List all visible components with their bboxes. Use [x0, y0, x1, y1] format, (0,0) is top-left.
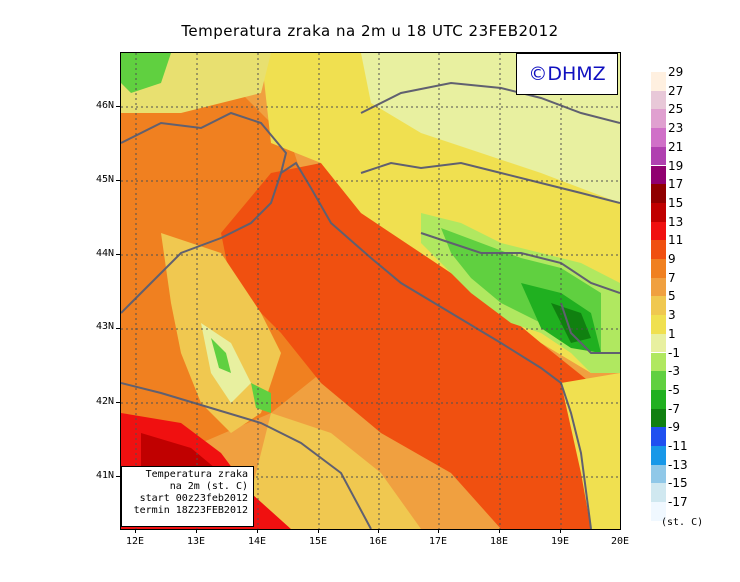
legend-swatch: [651, 90, 666, 110]
lon-tick: [438, 529, 439, 533]
legend-label: 3: [668, 308, 676, 323]
legend-label: -1: [668, 345, 680, 360]
legend-swatch: [651, 128, 666, 147]
legend-swatch: [651, 277, 666, 297]
legend-swatch: [651, 352, 666, 372]
legend-swatch: [651, 72, 666, 91]
lon-tick: [560, 529, 561, 533]
lon-tick: [196, 529, 197, 533]
legend-swatch: [651, 408, 666, 428]
legend-label: 9: [668, 252, 676, 266]
lat-label: 46N: [95, 100, 114, 111]
lon-label: 16E: [368, 536, 388, 547]
info-line-3: start 00z23feb2012: [139, 493, 248, 504]
legend-label: 13: [668, 214, 684, 229]
legend-swatch: [651, 464, 666, 484]
legend-swatch: [651, 240, 666, 259]
legend-swatch: [651, 259, 666, 278]
temperature-field: [121, 53, 620, 529]
legend-label: -5: [668, 382, 680, 397]
lon-label: 12E: [125, 536, 145, 547]
lat-label: 41N: [95, 470, 114, 481]
info-line-1: Temperatura zraka: [145, 469, 248, 480]
lon-label: 20E: [610, 536, 630, 547]
info-box: Temperatura zraka na 2m (st. C) start 00…: [121, 466, 254, 527]
legend-label: 25: [668, 102, 684, 117]
legend-swatch: [651, 333, 666, 353]
lon-label: 15E: [308, 536, 328, 547]
lon-tick: [135, 529, 136, 533]
legend-label: 27: [668, 83, 684, 98]
info-line-2: na 2m (st. C): [169, 481, 248, 492]
legend-label: 19: [668, 158, 684, 173]
legend-unit: (st. C): [661, 517, 704, 528]
legend-swatch: [651, 202, 666, 222]
lon-tick: [318, 529, 319, 533]
legend-label: 29: [668, 65, 684, 79]
lat-tick: [116, 254, 120, 255]
lon-label: 17E: [428, 536, 448, 547]
lat-label: 44N: [95, 248, 114, 259]
lon-label: 13E: [186, 536, 206, 547]
legend-label: -3: [668, 364, 680, 379]
info-line-4: termin 18Z23FEB2012: [133, 505, 248, 516]
legend-label: 21: [668, 139, 684, 154]
legend-swatch: [651, 427, 666, 446]
lat-label: 43N: [95, 321, 114, 332]
legend-label: -11: [668, 439, 688, 453]
lat-tick: [116, 476, 120, 477]
lat-label: 42N: [95, 396, 114, 407]
legend-label: 1: [668, 326, 676, 341]
legend-swatch: [651, 315, 666, 334]
lon-label: 19E: [550, 536, 570, 547]
lon-label: 18E: [489, 536, 509, 547]
legend-swatch: [651, 165, 666, 185]
legend-swatch: [651, 296, 666, 316]
legend-label: 7: [668, 270, 676, 285]
legend-swatch: [651, 184, 666, 203]
lat-label: 45N: [95, 174, 114, 185]
lat-tick: [116, 180, 120, 181]
legend-swatch: [651, 389, 666, 409]
legend-swatch: [651, 483, 666, 503]
lat-tick: [116, 402, 120, 403]
legend-swatch: [651, 446, 666, 465]
legend-label: -9: [668, 420, 680, 435]
legend-swatch: [651, 221, 666, 241]
lon-tick: [378, 529, 379, 533]
legend-swatch: [651, 502, 666, 521]
temperature-map: [120, 52, 621, 530]
legend-swatch: [651, 109, 666, 129]
lon-tick: [257, 529, 258, 533]
legend-label: 23: [668, 121, 684, 136]
copyright-badge: ©DHMZ: [516, 53, 618, 95]
lon-tick: [499, 529, 500, 533]
legend-label: -17: [668, 495, 688, 510]
legend-label: 11: [668, 233, 684, 248]
legend-label: -15: [668, 476, 688, 491]
legend-swatch: [651, 371, 666, 390]
lon-label: 14E: [247, 536, 267, 547]
legend-label: 5: [668, 289, 676, 304]
map-title: Temperatura zraka na 2m u 18 UTC 23FEB20…: [181, 22, 559, 40]
legend-label: 17: [668, 177, 684, 192]
lat-tick: [116, 328, 120, 329]
legend-label: 15: [668, 195, 684, 210]
legend-label: -7: [668, 401, 680, 416]
legend-label: -13: [668, 457, 688, 472]
lat-tick: [116, 106, 120, 107]
legend-swatch: [651, 146, 666, 166]
